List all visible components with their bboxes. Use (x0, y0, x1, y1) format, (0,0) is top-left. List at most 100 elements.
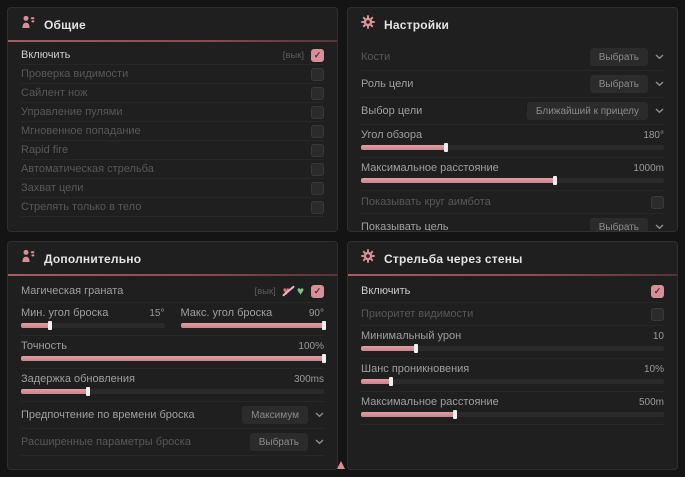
checkbox[interactable] (651, 307, 664, 321)
toggle-row-enable-wallbang[interactable]: Включить (361, 280, 664, 303)
checkbox[interactable] (311, 86, 324, 100)
checkbox[interactable] (311, 181, 324, 195)
slider-handle[interactable] (552, 176, 557, 185)
checkbox[interactable] (651, 195, 664, 209)
slider-fill (361, 377, 394, 386)
checkbox[interactable] (311, 162, 324, 176)
bones-dropdown[interactable]: Выбрать (589, 48, 664, 66)
row-label: Мин. угол броска (21, 307, 109, 319)
row-label: Управление пулями (21, 106, 123, 118)
checkbox[interactable] (311, 284, 324, 298)
heart-icon[interactable]: ♥ (296, 284, 304, 298)
slider-fill (361, 344, 418, 353)
checkbox[interactable] (311, 200, 324, 214)
toggle-row-enable[interactable]: Включить [вык] (21, 46, 324, 65)
chevron-down-icon (655, 224, 664, 230)
penetration-chance-slider[interactable] (361, 377, 664, 386)
chevron-down-icon (315, 412, 324, 418)
gear-icon (361, 15, 375, 34)
slider-fill (21, 387, 90, 396)
checkbox[interactable] (311, 124, 324, 138)
wall-max-distance-slider[interactable] (361, 410, 664, 419)
aimbot-person-icon (21, 249, 35, 268)
chevron-down-icon (315, 439, 324, 445)
toggle-row-bullet-control[interactable]: Управление пулями (21, 103, 324, 122)
update-delay-slider[interactable] (21, 387, 324, 396)
min-damage-slider[interactable] (361, 344, 664, 353)
accuracy-slider[interactable] (21, 354, 326, 363)
advanced-throw-dropdown[interactable]: Выбрать (249, 433, 324, 451)
slider-row-max-angle: Макс. угол броска 90° (180, 303, 326, 335)
panel-title: Общие (44, 17, 86, 32)
toggle-row-visibility-check[interactable]: Проверка видимости (21, 65, 324, 84)
checkbox[interactable] (651, 284, 664, 298)
min-angle-slider[interactable] (21, 321, 165, 330)
chevron-down-icon (655, 54, 664, 60)
slider-row-penetration-chance: Шанс проникновения 10% (361, 359, 664, 392)
panel-wallbang: Стрельба через стены Включить Приоритет … (347, 241, 678, 470)
toggle-row-target-lock[interactable]: Захват цели (21, 179, 324, 198)
row-label: Показывать круг аимбота (361, 196, 491, 208)
row-label: Макс. угол броска (180, 307, 273, 319)
toggle-row-magic-grenade[interactable]: Магическая граната [вык] ♥ ♥ (21, 280, 324, 303)
show-target-dropdown[interactable]: Выбрать (589, 218, 664, 231)
dropdown-value: Ближайший к прицелу (526, 102, 648, 120)
checkbox[interactable] (311, 143, 324, 157)
toggle-row-instant-hit[interactable]: Мгновенное попадание (21, 122, 324, 141)
slider-value: 10% (643, 363, 664, 375)
target-choice-dropdown[interactable]: Ближайший к прицелу (526, 102, 664, 120)
slider-row-update-delay: Задержка обновления 300ms (21, 369, 324, 402)
row-label: Предпочтение по времени броска (21, 409, 195, 421)
target-role-dropdown[interactable]: Выбрать (589, 75, 664, 93)
slider-handle[interactable] (443, 143, 448, 152)
slider-fill (180, 321, 326, 330)
slider-value: 10 (652, 330, 664, 342)
slider-handle[interactable] (452, 410, 457, 419)
slider-handle[interactable] (322, 354, 326, 363)
row-label: Расширенные параметры броска (21, 436, 191, 448)
checkbox[interactable] (311, 105, 324, 119)
row-label: Выбор цели (361, 105, 423, 117)
toggle-row-silent-knife[interactable]: Сайлент нож (21, 84, 324, 103)
hotkey-tag: [вык] (282, 49, 304, 61)
hotkey-tag: [вык] (254, 285, 276, 297)
max-distance-slider[interactable] (361, 176, 664, 185)
max-angle-slider[interactable] (180, 321, 326, 330)
toggle-row-rapid-fire[interactable]: Rapid fire (21, 141, 324, 160)
dropdown-row-throw-time: Предпочтение по времени броска Максимум (21, 402, 324, 429)
toggle-row-body-only[interactable]: Стрелять только в тело (21, 198, 324, 217)
slider-row-min-angle: Мин. угол броска 15° (21, 303, 165, 335)
row-label: Rapid fire (21, 144, 69, 156)
panel-settings: Настройки Кости Выбрать Роль цели Выбрат… (347, 7, 678, 232)
slider-row-wall-max-distance: Максимальное расстояние 500m (361, 392, 664, 425)
fov-slider[interactable] (361, 143, 664, 152)
aimbot-person-icon (21, 15, 35, 34)
chevron-down-icon (655, 108, 664, 114)
dropdown-row-bones: Кости Выбрать (361, 44, 664, 71)
throw-time-dropdown[interactable]: Максимум (242, 406, 324, 424)
slider-handle[interactable] (322, 321, 326, 330)
checkbox[interactable] (311, 67, 324, 81)
dropdown-row-show-target: Показывать цель Выбрать (361, 214, 664, 231)
row-label: Угол обзора (361, 129, 423, 141)
heart-off-icon[interactable]: ♥ (282, 284, 290, 298)
slider-handle[interactable] (413, 344, 418, 353)
slider-value: 100% (298, 340, 324, 352)
slider-value: 90° (308, 307, 324, 319)
dual-slider-row-throw-angles: Мин. угол броска 15° Макс. угол броска 9… (21, 303, 326, 336)
checkbox[interactable] (311, 48, 324, 62)
slider-handle[interactable] (389, 377, 394, 386)
slider-handle[interactable] (85, 387, 90, 396)
toggle-row-show-circle[interactable]: Показывать круг аимбота (361, 191, 664, 214)
slider-handle[interactable] (47, 321, 52, 330)
slider-value: 500m (638, 396, 664, 408)
dropdown-row-target-choice: Выбор цели Ближайший к прицелу (361, 98, 664, 125)
panel-general: Общие Включить [вык] Проверка видимости … (7, 7, 338, 232)
dropdown-row-target-role: Роль цели Выбрать (361, 71, 664, 98)
slider-fill (361, 410, 457, 419)
row-label: Кости (361, 51, 391, 63)
toggle-row-visibility-priority[interactable]: Приоритет видимости (361, 303, 664, 326)
dropdown-value: Выбрать (249, 433, 308, 451)
toggle-row-auto-fire[interactable]: Автоматическая стрельба (21, 160, 324, 179)
